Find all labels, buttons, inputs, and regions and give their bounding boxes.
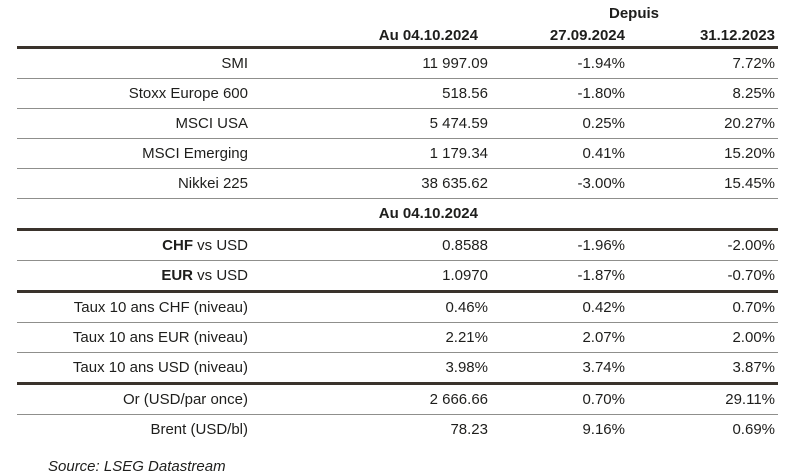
change-ytd-cell: -2.00% bbox=[627, 229, 779, 261]
row-label-text: vs USD bbox=[192, 237, 248, 254]
row-label: Taux 10 ans EUR (niveau) bbox=[17, 322, 250, 353]
col-header-date: Au 04.10.2024 bbox=[250, 24, 490, 49]
value-cell: 11 997.09 bbox=[250, 47, 490, 79]
table-row: Taux 10 ans EUR (niveau) 2.21% 2.07% 2.0… bbox=[17, 322, 779, 353]
change-ytd-cell: 29.11% bbox=[627, 383, 779, 415]
row-label: EUR vs USD bbox=[17, 260, 250, 293]
table-row: Or (USD/par once) 2 666.66 0.70% 29.11% bbox=[17, 383, 779, 415]
row-label: Nikkei 225 bbox=[17, 168, 250, 199]
change-week-cell: -3.00% bbox=[490, 168, 627, 199]
column-header-row: Au 04.10.2024 27.09.2024 31.12.2023 bbox=[17, 24, 779, 49]
row-label: Stoxx Europe 600 bbox=[17, 78, 250, 109]
table-row: SMI 11 997.09 -1.94% 7.72% bbox=[17, 47, 779, 79]
section-header-row: Au 04.10.2024 bbox=[17, 198, 779, 231]
change-week-cell: -1.87% bbox=[490, 260, 627, 293]
change-ytd-cell: 7.72% bbox=[627, 47, 779, 79]
row-label-text: vs USD bbox=[192, 267, 248, 284]
row-label-text: SMI bbox=[221, 55, 248, 72]
market-data-table: Depuis Au 04.10.2024 27.09.2024 31.12.20… bbox=[17, 2, 779, 445]
col-header-since-week: 27.09.2024 bbox=[490, 24, 627, 49]
row-label-bold: EUR bbox=[161, 267, 193, 284]
change-ytd-cell: 8.25% bbox=[627, 78, 779, 109]
row-label-bold: CHF bbox=[162, 237, 193, 254]
table-row: Stoxx Europe 600 518.56 -1.80% 8.25% bbox=[17, 78, 779, 109]
change-week-cell: 3.74% bbox=[490, 352, 627, 385]
change-ytd-cell: 0.69% bbox=[732, 421, 776, 438]
row-label-text: Stoxx Europe 600 bbox=[128, 85, 248, 102]
row-label: Brent (USD/bl) bbox=[17, 415, 250, 445]
change-week-cell: -1.96% bbox=[490, 229, 627, 261]
value-cell: 2.21% bbox=[250, 322, 490, 353]
change-ytd-cell: 20.27% bbox=[627, 108, 779, 139]
row-label-text: Taux 10 ans USD (niveau) bbox=[72, 359, 248, 376]
row-label: MSCI USA bbox=[17, 108, 250, 139]
col-header-since-ytd: 31.12.2023 bbox=[627, 24, 779, 49]
value-cell: 38 635.62 bbox=[250, 168, 490, 199]
value-cell: 0.46% bbox=[250, 291, 490, 323]
change-week-cell: 0.41% bbox=[490, 138, 627, 169]
row-label-text: Or (USD/par once) bbox=[122, 391, 248, 408]
value-cell: 518.56 bbox=[250, 78, 490, 109]
table-row: Brent (USD/bl) 78.23 9.16% 0.69% bbox=[17, 415, 778, 445]
change-ytd-cell: 15.45% bbox=[627, 168, 779, 199]
change-ytd-cell: 0.70% bbox=[627, 291, 779, 323]
row-label-text: MSCI USA bbox=[175, 115, 248, 132]
table-row: EUR vs USD 1.0970 -1.87% -0.70% bbox=[17, 260, 779, 293]
table-row: Taux 10 ans USD (niveau) 3.98% 3.74% 3.8… bbox=[17, 352, 779, 385]
empty-cell bbox=[17, 198, 250, 231]
table-row: Taux 10 ans CHF (niveau) 0.46% 0.42% 0.7… bbox=[17, 291, 779, 323]
value-cell: 2 666.66 bbox=[250, 383, 490, 415]
row-label: Taux 10 ans CHF (niveau) bbox=[17, 291, 250, 323]
row-label-text: Taux 10 ans EUR (niveau) bbox=[72, 329, 248, 346]
depuis-group-header: Depuis bbox=[609, 4, 660, 22]
change-ytd-cell: -0.70% bbox=[627, 260, 779, 293]
empty-cell bbox=[627, 198, 779, 231]
row-label: SMI bbox=[17, 47, 250, 79]
change-ytd-cell: 2.00% bbox=[627, 322, 779, 353]
value-cell: 1.0970 bbox=[250, 260, 490, 293]
change-week-cell: 0.42% bbox=[490, 291, 627, 323]
change-ytd-cell: 15.20% bbox=[627, 138, 779, 169]
value-cell: 0.8588 bbox=[250, 229, 490, 261]
table-row: MSCI Emerging 1 179.34 0.41% 15.20% bbox=[17, 138, 779, 169]
section-header-date: Au 04.10.2024 bbox=[250, 198, 490, 231]
table-row: MSCI USA 5 474.59 0.25% 20.27% bbox=[17, 108, 779, 139]
row-label-text: Taux 10 ans CHF (niveau) bbox=[73, 299, 248, 316]
row-label-text: Brent (USD/bl) bbox=[150, 421, 248, 438]
empty-cell bbox=[17, 24, 250, 49]
value-cell: 1 179.34 bbox=[250, 138, 490, 169]
value-cell: 78.23 bbox=[450, 421, 488, 438]
value-cell: 5 474.59 bbox=[250, 108, 490, 139]
change-week-cell: -1.80% bbox=[490, 78, 627, 109]
table-row: Nikkei 225 38 635.62 -3.00% 15.45% bbox=[17, 168, 779, 199]
empty-cell bbox=[490, 198, 627, 231]
row-label: Or (USD/par once) bbox=[17, 383, 250, 415]
change-week-cell: 0.25% bbox=[490, 108, 627, 139]
group-header-row: Depuis bbox=[17, 2, 778, 24]
empty-cell bbox=[17, 2, 490, 24]
change-week-cell: 0.70% bbox=[490, 383, 627, 415]
change-week-cell: 9.16% bbox=[582, 421, 625, 438]
source-note: Source: LSEG Datastream bbox=[48, 458, 226, 475]
row-label: Taux 10 ans USD (niveau) bbox=[17, 352, 250, 385]
row-label-text: Nikkei 225 bbox=[177, 175, 248, 192]
table-row: CHF vs USD 0.8588 -1.96% -2.00% bbox=[17, 229, 779, 261]
row-label-text: MSCI Emerging bbox=[142, 145, 248, 162]
change-week-cell: -1.94% bbox=[490, 47, 627, 79]
value-cell: 3.98% bbox=[250, 352, 490, 385]
row-label: CHF vs USD bbox=[17, 229, 250, 261]
change-ytd-cell: 3.87% bbox=[627, 352, 779, 385]
row-label: MSCI Emerging bbox=[17, 138, 250, 169]
change-week-cell: 2.07% bbox=[490, 322, 627, 353]
